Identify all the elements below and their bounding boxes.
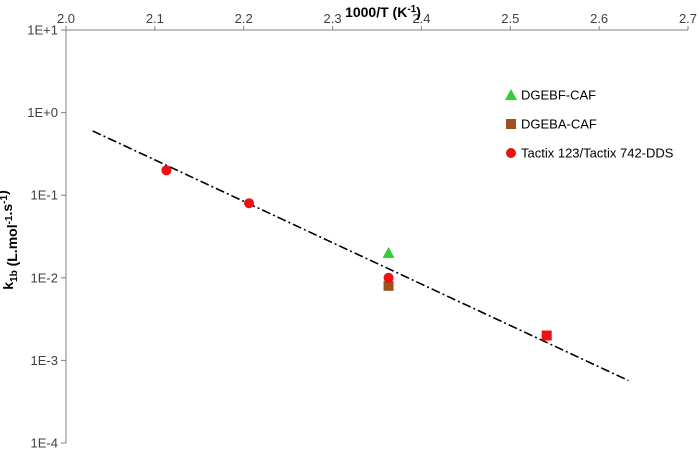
x-tick-label: 2.0 [57, 11, 75, 26]
legend-marker-circle [506, 148, 516, 158]
data-point-square [541, 330, 552, 341]
y-tick-label: 1E-2 [31, 270, 58, 285]
y-axis-title-part: 1b [9, 270, 20, 282]
legend-marker-triangle [505, 89, 517, 100]
x-tick-label: 2.5 [501, 11, 519, 26]
data-point-circle [383, 272, 394, 283]
x-tick-label: 2.4 [412, 11, 430, 26]
x-axis-ticks: 2.0 2.1 2.2 2.3 2.4 2.5 2.6 2.7 [57, 11, 697, 30]
x-axis-title: 1000/T (K-1) [345, 4, 421, 20]
trendline [92, 130, 629, 382]
y-axis-title-part: -1 [0, 194, 10, 203]
y-tick-label: 1E-4 [31, 436, 58, 451]
y-tick-label: 1E+0 [27, 105, 58, 120]
plot-frame [65, 29, 688, 443]
legend-label: DGEBA-CAF [521, 117, 597, 132]
x-tick-label: 2.1 [146, 11, 164, 26]
y-axis-title-part: -1 [4, 215, 15, 224]
x-tick-label: 2.6 [590, 11, 608, 26]
x-axis-title-sup: -1 [407, 4, 416, 15]
y-axis-ticks: 1E+1 1E+0 1E-1 1E-2 1E-3 1E-4 [27, 23, 66, 451]
y-tick-label: 1E-1 [31, 188, 58, 203]
y-tick-label: 1E-3 [31, 353, 58, 368]
legend-label: DGEBF-CAF [521, 88, 596, 103]
y-axis-title-part: k [0, 282, 16, 290]
data-markers [161, 165, 552, 341]
y-tick-label: 1E+1 [27, 23, 58, 38]
x-axis-title-main: 1000/T (K [345, 4, 407, 20]
legend: DGEBF-CAF DGEBA-CAF Tactix 123/Tactix 742-… [505, 88, 674, 161]
y-axis-title-part: .s [0, 204, 15, 216]
data-point-triangle [382, 246, 395, 258]
legend-label: Tactix 123/Tactix 742-DDS [521, 146, 674, 161]
legend-marker-square [506, 119, 516, 129]
x-tick-label: 2.7 [679, 11, 697, 26]
data-point-circle [244, 198, 255, 209]
data-point-square [383, 280, 394, 291]
y-axis-title-part: ) [0, 190, 10, 195]
data-point-circle [161, 165, 172, 176]
x-tick-label: 2.3 [324, 11, 342, 26]
x-axis-title-end: ) [416, 4, 421, 20]
y-axis-title-part: (L.mol [4, 224, 20, 270]
x-tick-label: 2.2 [235, 11, 253, 26]
y-axis-title: k1b (L.mol-1.s-1) [0, 190, 20, 290]
trendline-group [92, 130, 629, 382]
